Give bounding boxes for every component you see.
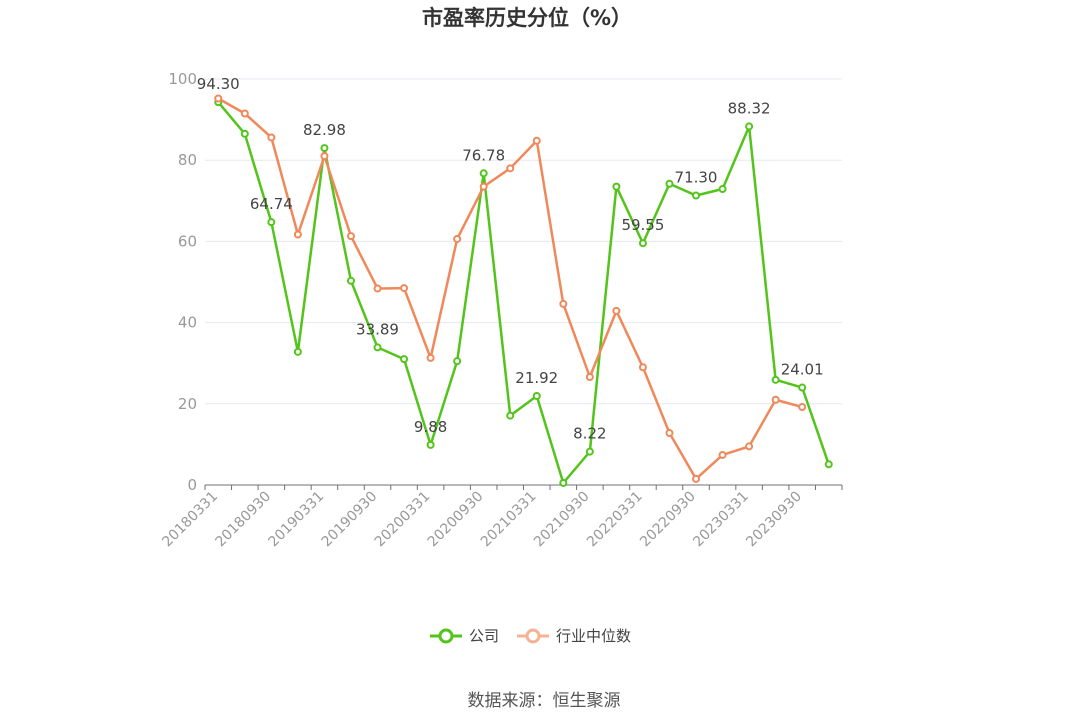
legend-marker-icon: [525, 628, 541, 644]
data-point[interactable]: [798, 383, 807, 392]
legend-marker-icon: [438, 628, 454, 644]
data-point[interactable]: [320, 152, 329, 161]
data-point[interactable]: [267, 218, 276, 227]
data-point[interactable]: [346, 232, 355, 241]
data-label: 71.30: [675, 169, 718, 187]
data-label: 8.22: [573, 425, 606, 443]
series-line: [217, 101, 830, 485]
data-point[interactable]: [320, 144, 329, 153]
chart-title: 市盈率历史分位（%）: [422, 6, 632, 30]
data-point[interactable]: [453, 234, 462, 243]
data-point[interactable]: [718, 450, 727, 459]
data-labels: 94.30 64.74 82.98 33.89 9.88 76.78 21.92 8.22 59…: [197, 75, 824, 442]
data-point[interactable]: [373, 343, 382, 352]
legend-item-company[interactable]: 公司: [430, 627, 499, 645]
data-point[interactable]: [240, 129, 249, 138]
data-point[interactable]: [400, 355, 409, 364]
data-point[interactable]: [293, 230, 302, 239]
x-tick-label: 20220930: [637, 489, 699, 551]
data-point[interactable]: [532, 392, 541, 401]
data-point[interactable]: [559, 299, 568, 308]
series-1: [214, 94, 807, 483]
data-point[interactable]: [692, 191, 701, 200]
legend-label-industry: 行业中位数: [556, 627, 631, 645]
data-point[interactable]: [293, 347, 302, 356]
data-label: 76.78: [462, 146, 505, 164]
data-point[interactable]: [612, 306, 621, 315]
data-point[interactable]: [426, 353, 435, 362]
data-label: 64.74: [250, 195, 293, 213]
y-tick-label: 60: [178, 232, 197, 250]
data-point[interactable]: [506, 411, 515, 420]
y-tick-label: 40: [178, 314, 197, 332]
data-label: 82.98: [303, 121, 346, 139]
data-point[interactable]: [638, 363, 647, 372]
data-label: 33.89: [356, 320, 399, 338]
data-label: 94.30: [197, 75, 240, 93]
data-point[interactable]: [559, 478, 568, 487]
y-axis: 0 20 40 60 80 100: [168, 70, 197, 494]
x-tick-label: 20230930: [743, 489, 805, 551]
data-point[interactable]: [426, 440, 435, 449]
x-tick-label: 20190930: [319, 489, 381, 551]
data-point[interactable]: [532, 136, 541, 145]
series-0: [214, 98, 833, 487]
data-point[interactable]: [718, 185, 727, 194]
data-point[interactable]: [346, 276, 355, 285]
data-point[interactable]: [585, 447, 594, 456]
data-point[interactable]: [824, 460, 833, 469]
y-tick-label: 0: [187, 476, 197, 494]
data-point[interactable]: [479, 169, 488, 178]
x-tick-label: 20230331: [690, 489, 752, 551]
data-label: 59.55: [621, 216, 664, 234]
y-tick-label: 100: [168, 70, 197, 88]
data-point[interactable]: [665, 429, 674, 438]
data-point[interactable]: [745, 442, 754, 451]
legend-label-company: 公司: [469, 627, 499, 645]
data-label: 21.92: [515, 369, 558, 387]
data-point[interactable]: [214, 94, 223, 103]
x-tick-label: 20180331: [159, 489, 221, 551]
data-point[interactable]: [638, 239, 647, 248]
data-label: 24.01: [781, 361, 824, 379]
data-label: 9.88: [414, 418, 447, 436]
legend[interactable]: 公司 行业中位数: [430, 627, 631, 645]
data-point[interactable]: [692, 474, 701, 483]
x-tick-label: 20210930: [531, 489, 593, 551]
data-point[interactable]: [585, 373, 594, 382]
data-point[interactable]: [771, 395, 780, 404]
data-point[interactable]: [771, 375, 780, 384]
x-tick-label: 20200331: [372, 489, 434, 551]
legend-item-industry[interactable]: 行业中位数: [517, 627, 631, 645]
data-point[interactable]: [665, 179, 674, 188]
data-point[interactable]: [479, 182, 488, 191]
x-tick-label: 20190331: [266, 489, 328, 551]
x-tick-label: 20200930: [425, 489, 487, 551]
x-tick-label: 20220331: [584, 489, 646, 551]
data-point[interactable]: [798, 403, 807, 412]
data-point[interactable]: [267, 133, 276, 142]
x-axis: 2018033120180930201903312019093020200331…: [159, 484, 843, 551]
data-point[interactable]: [240, 109, 249, 118]
x-tick-label: 20210331: [478, 489, 540, 551]
x-tick-label: 20180930: [212, 489, 274, 551]
data-point[interactable]: [453, 357, 462, 366]
y-tick-label: 20: [178, 395, 197, 413]
y-tick-label: 80: [178, 151, 197, 169]
data-point[interactable]: [745, 122, 754, 131]
data-point[interactable]: [506, 164, 515, 173]
series-layer: [214, 94, 833, 487]
data-point[interactable]: [400, 284, 409, 293]
source-note: 数据来源：恒生聚源: [468, 691, 621, 711]
data-point[interactable]: [612, 182, 621, 191]
data-label: 88.32: [728, 99, 771, 117]
data-point[interactable]: [373, 284, 382, 293]
